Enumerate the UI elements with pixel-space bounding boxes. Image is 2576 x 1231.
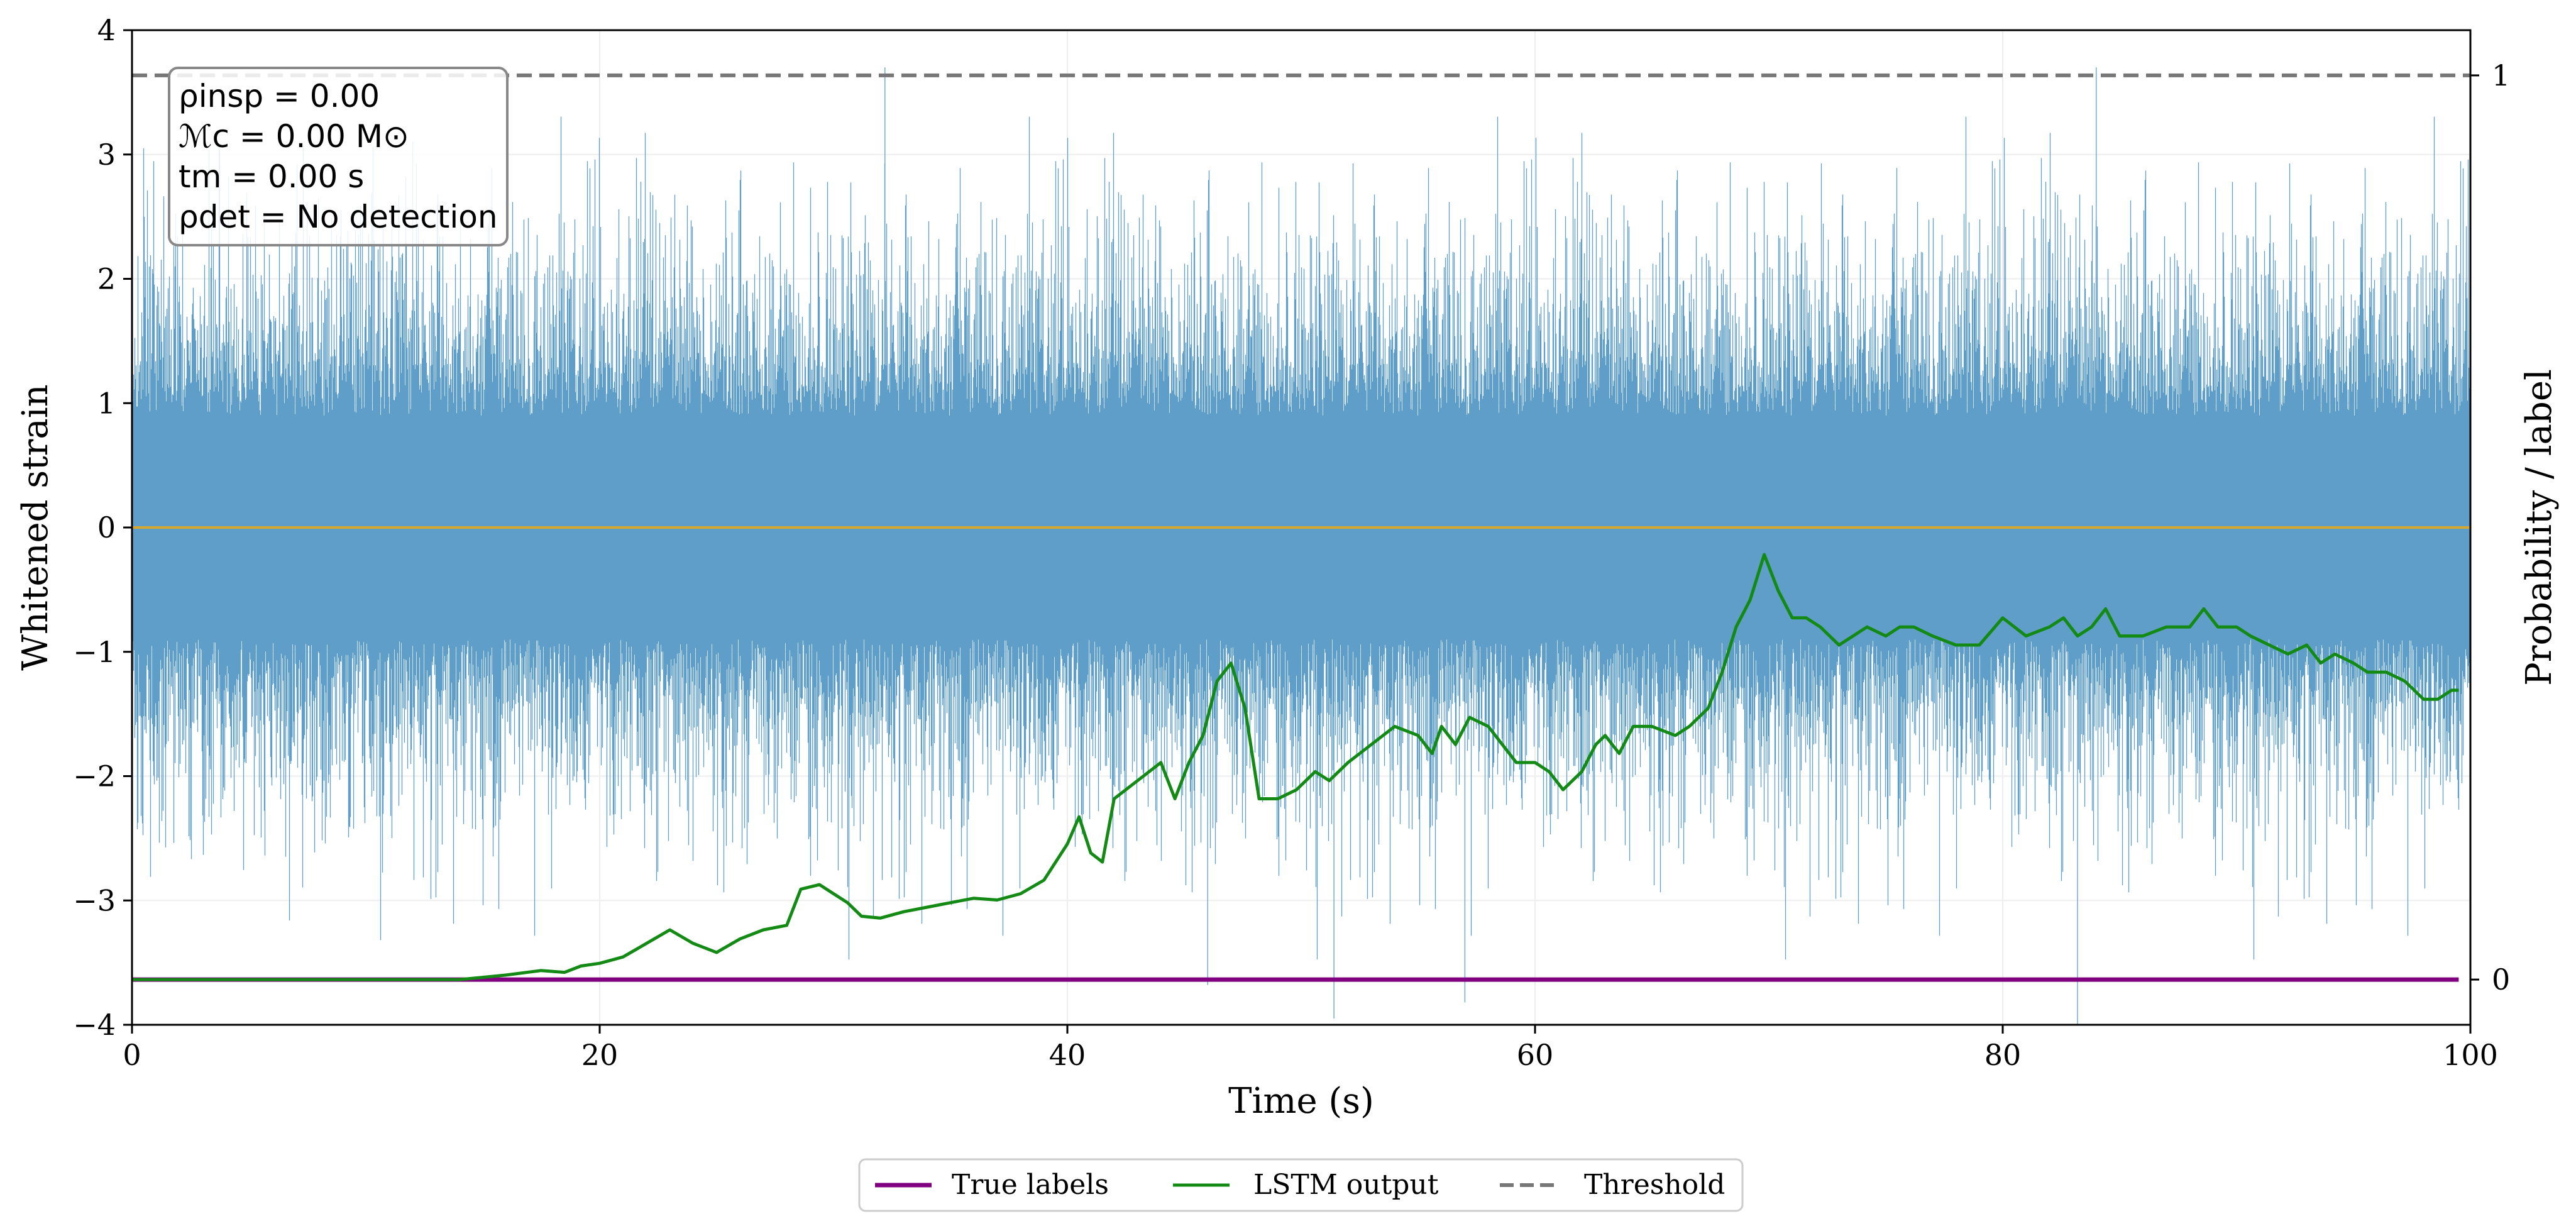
x-tick-label: 20 xyxy=(581,1038,619,1072)
legend-frame xyxy=(858,1158,1744,1212)
y-left-tick-label: −4 xyxy=(73,1008,116,1042)
legend-label-true-labels: True labels xyxy=(952,1169,1109,1201)
x-tick-label: 60 xyxy=(1517,1038,1554,1072)
y-left-tick-label: 2 xyxy=(97,262,116,296)
y-left-tick-label: 1 xyxy=(97,386,116,420)
x-axis: 0 20 40 60 80 100 xyxy=(123,1025,2498,1072)
lstm-output-line xyxy=(132,553,2459,981)
x-tick-label: 40 xyxy=(1049,1038,1086,1072)
info-rho-insp: ρinsp = 0.00 xyxy=(179,78,380,114)
y-axis-left: 4 3 2 1 0 −1 −2 −3 −4 xyxy=(73,13,132,1042)
y-left-tick-label: 3 xyxy=(97,138,116,172)
info-box-frame xyxy=(168,67,509,246)
legend-label-threshold: Threshold xyxy=(1584,1169,1725,1201)
y-left-tick-label: −3 xyxy=(73,883,116,917)
y-axis-right: 10 xyxy=(2470,58,2510,996)
y-left-tick-label: 4 xyxy=(97,13,116,47)
y-left-tick-label: −2 xyxy=(73,759,116,793)
info-merger-time: tm = 0.00 s xyxy=(179,158,364,195)
y-axis-left-label: Whitened strain xyxy=(15,384,56,670)
x-axis-label: Time (s) xyxy=(1228,1081,1374,1122)
x-tick-label: 80 xyxy=(1984,1038,2022,1072)
x-tick-label: 100 xyxy=(2443,1038,2498,1072)
info-chirp-mass: ℳc = 0.00 M⊙ xyxy=(179,118,409,155)
y-right-tick-label: 0 xyxy=(2492,963,2510,996)
y-right-tick-label: 1 xyxy=(2492,58,2510,92)
info-rho-det: ρdet = No detection xyxy=(179,199,498,235)
y-axis-right-label: Probability / label xyxy=(2519,369,2560,686)
y-left-tick-label: 0 xyxy=(97,511,116,544)
legend: True labels LSTM output Threshold xyxy=(858,1158,1744,1212)
y-left-tick-label: −1 xyxy=(73,635,116,669)
x-tick-label: 0 xyxy=(123,1038,141,1072)
legend-label-lstm-output: LSTM output xyxy=(1253,1169,1439,1201)
info-box: ρinsp = 0.00 ℳc = 0.00 M⊙ tm = 0.00 s ρd… xyxy=(168,67,509,246)
